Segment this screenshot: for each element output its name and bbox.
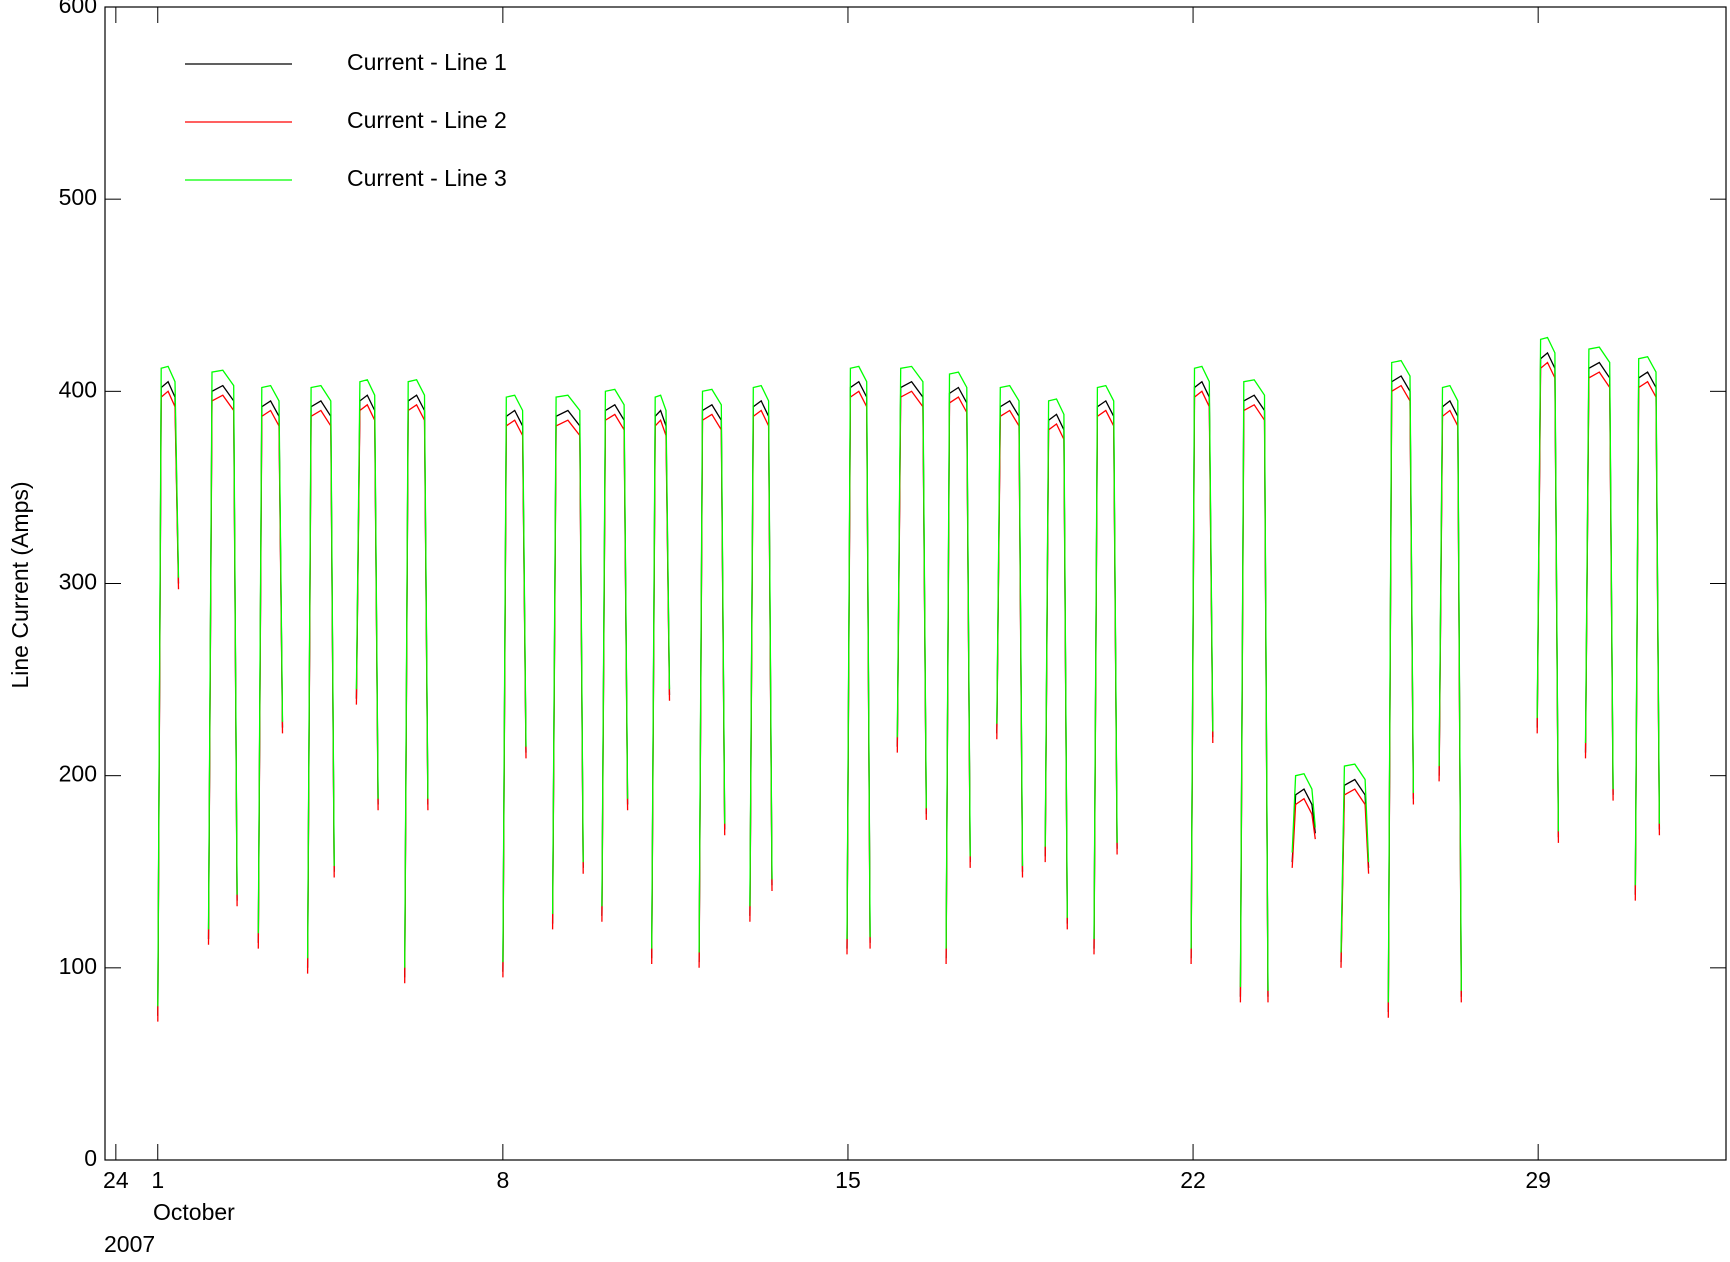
x-tick-label: 29 [1525, 1167, 1551, 1193]
y-tick-label: 600 [59, 0, 97, 18]
y-tick-label: 500 [59, 184, 97, 210]
legend-label: Current - Line 2 [347, 107, 507, 133]
series-line [157, 361, 1661, 1022]
y-tick-label: 300 [59, 569, 97, 595]
y-tick-label: 200 [59, 761, 97, 787]
y-tick-label: 100 [59, 953, 97, 979]
x-tick-label: 24 [103, 1167, 129, 1193]
x-axis-year: 2007 [104, 1231, 155, 1257]
y-tick-label: 400 [59, 376, 97, 402]
series-line [157, 351, 1661, 1016]
legend-label: Current - Line 1 [347, 49, 507, 75]
x-tick-label: 8 [496, 1167, 509, 1193]
series-line [157, 336, 1661, 1007]
x-tick-label: 1 [151, 1167, 164, 1193]
legend-label: Current - Line 3 [347, 165, 507, 191]
y-tick-label: 0 [84, 1145, 97, 1171]
x-axis-month: October [153, 1199, 235, 1225]
y-axis-label: Line Current (Amps) [7, 481, 33, 688]
x-tick-label: 22 [1180, 1167, 1206, 1193]
x-tick-label: 15 [835, 1167, 861, 1193]
